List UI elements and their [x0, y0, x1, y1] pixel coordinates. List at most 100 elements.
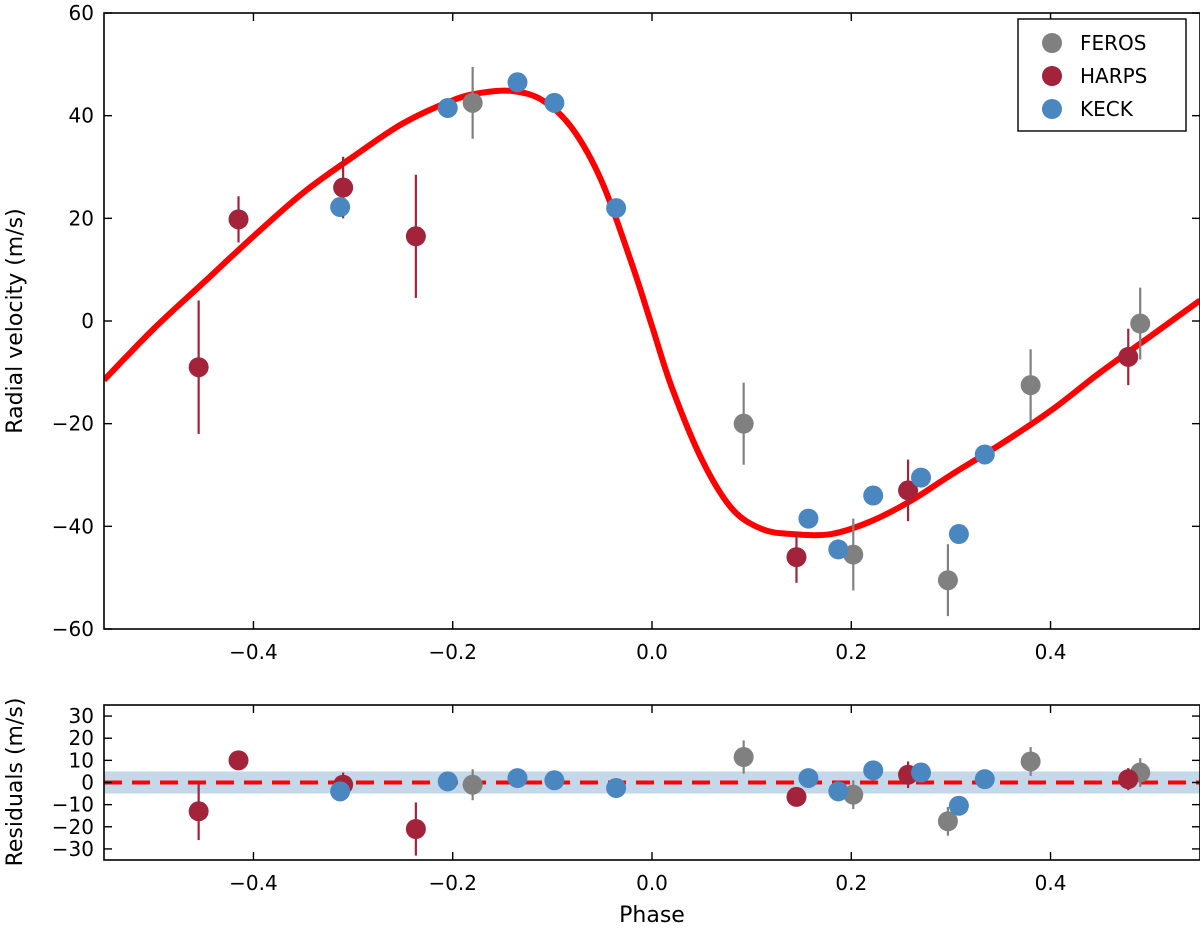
main-harps-marker — [228, 209, 249, 230]
main-keck-marker — [330, 197, 351, 218]
residuals-harps-marker — [786, 786, 807, 807]
residuals-harps-data-point — [405, 802, 426, 856]
main-harps-marker — [188, 357, 209, 378]
residuals-harps-data-point — [1118, 768, 1139, 791]
legend-keck-label: KECK — [1080, 97, 1134, 121]
main-keck-marker — [911, 467, 932, 488]
residuals-y-tick-label: −10 — [52, 793, 94, 817]
residuals-keck-marker — [606, 778, 627, 799]
residuals-harps-marker — [228, 750, 249, 771]
residuals-feros-data-point — [937, 806, 958, 836]
main-harps-data-point — [188, 300, 209, 434]
residuals-keck-data-point — [974, 769, 995, 790]
residuals-keck-data-point — [544, 770, 565, 791]
residuals-keck-marker — [948, 795, 969, 816]
residuals-y-tick-label: −30 — [52, 837, 94, 861]
main-y-tick-label: −40 — [52, 514, 94, 538]
main-plot-panel: −0.4 −0.2 0.0 0.2 0.4 60 40 20 0 −20 −40 −60 Radial… — [3, 1, 1200, 664]
legend-harps-marker — [1042, 66, 1062, 86]
residuals-keck-marker — [507, 768, 528, 789]
legend: FEROS HARPS KECK — [1017, 18, 1187, 132]
residuals-y-axis-label: Residuals (m/s) — [3, 698, 28, 867]
residuals-y-tick-label: 0 — [81, 771, 94, 795]
residuals-keck-marker — [798, 768, 819, 789]
main-x-tick-label: −0.2 — [428, 640, 477, 664]
x-axis-label-phase: Phase — [619, 903, 685, 928]
residuals-x-tick-label: 0.2 — [835, 871, 867, 895]
residuals-keck-data-point — [948, 795, 969, 816]
residuals-keck-data-point — [437, 771, 458, 792]
main-keck-data-point — [507, 72, 528, 93]
main-keck-marker — [606, 198, 627, 219]
residuals-keck-data-point — [828, 781, 849, 802]
main-x-tick-label: −0.4 — [229, 640, 278, 664]
main-y-tick-label: 0 — [81, 309, 94, 333]
residuals-feros-data-point — [733, 740, 754, 774]
residuals-keck-data-point — [606, 778, 627, 799]
residuals-feros-data-point — [843, 780, 864, 810]
residuals-keck-data-point — [911, 762, 932, 783]
residuals-x-tick-label: 0.4 — [1035, 871, 1067, 895]
residuals-feros-marker — [462, 774, 483, 795]
model-curve-line — [104, 87, 1200, 539]
main-y-tick-label: −60 — [52, 617, 94, 641]
residuals-feros-marker — [1020, 751, 1041, 772]
residuals-y-tick-label: 20 — [69, 726, 94, 750]
residuals-x-tick-label: −0.2 — [428, 871, 477, 895]
residuals-keck-marker — [974, 769, 995, 790]
residuals-harps-data-point — [228, 750, 249, 771]
main-feros-marker — [937, 570, 958, 591]
main-harps-data-point — [1118, 328, 1139, 386]
main-x-tick-label: 0.4 — [1035, 640, 1067, 664]
residuals-keck-marker — [437, 771, 458, 792]
legend-entry-keck: KECK — [1042, 97, 1134, 121]
main-y-axis-label: Radial velocity (m/s) — [3, 208, 28, 433]
main-harps-data-point — [228, 196, 249, 243]
main-harps-data-point — [405, 174, 426, 298]
residuals-y-tick-label: 10 — [69, 748, 94, 772]
residuals-plot-marks — [104, 740, 1200, 856]
main-y-tick-label: −20 — [52, 412, 94, 436]
main-plot-marks — [104, 66, 1200, 617]
main-keck-marker — [974, 444, 995, 465]
legend-feros-label: FEROS — [1080, 31, 1146, 55]
main-feros-marker — [1130, 313, 1151, 334]
residuals-feros-marker — [937, 811, 958, 832]
main-keck-data-point — [828, 539, 849, 560]
main-feros-data-point — [462, 66, 483, 139]
main-keck-marker — [863, 485, 884, 506]
main-feros-data-point — [1020, 349, 1041, 422]
legend-keck-marker — [1042, 99, 1062, 119]
main-feros-marker — [733, 413, 754, 434]
main-keck-data-point — [606, 198, 627, 219]
legend-entry-harps: HARPS — [1042, 64, 1147, 88]
main-keck-marker — [437, 97, 458, 118]
residuals-keck-marker — [330, 781, 351, 802]
legend-entry-feros: FEROS — [1042, 31, 1146, 55]
residuals-y-tick-label: 30 — [69, 704, 94, 728]
residuals-keck-marker — [863, 760, 884, 781]
residuals-harps-marker — [405, 819, 426, 839]
residuals-feros-marker — [843, 784, 864, 805]
residuals-feros-data-point — [462, 769, 483, 801]
main-harps-marker — [333, 177, 354, 198]
main-keck-data-point — [437, 97, 458, 118]
main-harps-data-point — [786, 531, 807, 583]
main-keck-data-point — [863, 485, 884, 506]
residuals-harps-data-point — [786, 786, 807, 807]
residuals-harps-data-point — [188, 782, 209, 841]
main-y-tick-label: 20 — [69, 206, 94, 230]
main-feros-marker — [1020, 375, 1041, 396]
residuals-y-tick-label: −20 — [52, 815, 94, 839]
residuals-feros-marker — [733, 747, 754, 768]
residuals-keck-marker — [828, 781, 849, 802]
main-keck-marker — [828, 539, 849, 560]
main-harps-marker — [786, 547, 807, 568]
residuals-harps-marker — [188, 801, 209, 822]
main-harps-marker — [898, 480, 919, 501]
residuals-x-tick-label: 0.0 — [636, 871, 668, 895]
residuals-x-tick-label: −0.4 — [229, 871, 278, 895]
